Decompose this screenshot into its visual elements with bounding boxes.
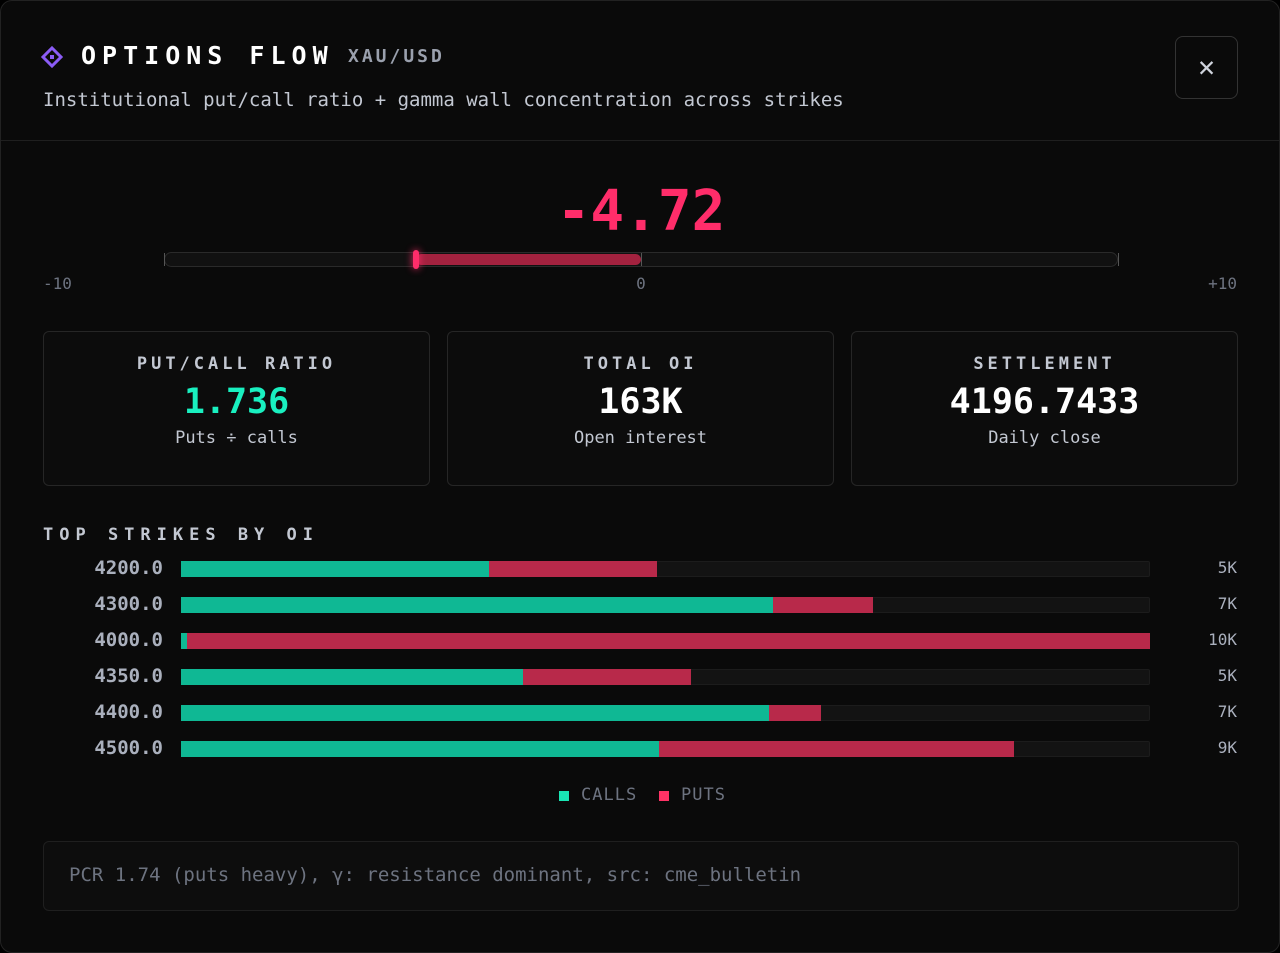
- calls-bar: [181, 669, 524, 685]
- gauge-tick: [1117, 253, 1119, 266]
- puts-bar: [523, 669, 691, 685]
- gauge-value: -4.72: [556, 179, 726, 244]
- puts-bar: [769, 705, 822, 721]
- oi-label: 7K: [1217, 594, 1237, 613]
- stat-value: 1.736: [183, 382, 290, 422]
- legend-label: PUTS: [681, 785, 726, 805]
- stat-caption: Open interest: [573, 428, 708, 448]
- gauge-marker: [412, 250, 419, 269]
- oi-label: 10K: [1208, 630, 1237, 649]
- strike-label: 4350.0: [94, 665, 163, 687]
- oi-label: 7K: [1217, 702, 1237, 721]
- gauge-tick: [640, 253, 642, 266]
- stat-value: 163K: [598, 382, 683, 422]
- stat-label: TOTAL OI: [583, 354, 698, 374]
- strike-label: 4000.0: [94, 629, 163, 651]
- close-button[interactable]: ✕: [1175, 36, 1238, 99]
- strike-label: 4300.0: [94, 593, 163, 615]
- section-title: TOP STRIKES BY OI: [43, 525, 319, 545]
- puts-bar: [773, 597, 873, 613]
- puts-bar: [489, 561, 657, 577]
- strike-label: 4200.0: [94, 557, 163, 579]
- strike-label: 4400.0: [94, 701, 163, 723]
- header: [1, 1, 1279, 141]
- strike-label: 4500.0: [94, 737, 163, 759]
- stat-caption: Puts ÷ calls: [175, 428, 298, 448]
- title: OPTIONS FLOW: [81, 41, 334, 70]
- calls-bar: [181, 705, 770, 721]
- stat-label: PUT/CALL RATIO: [136, 354, 337, 374]
- gauge-tick-label: 0: [636, 274, 646, 293]
- calls-bar: [181, 561, 490, 577]
- legend-swatch: [659, 791, 669, 801]
- gauge-tick-label: -10: [43, 274, 72, 293]
- calls-bar: [181, 597, 774, 613]
- stat-card: SETTLEMENT 4196.7433 Daily close: [851, 331, 1238, 486]
- calls-bar: [181, 741, 659, 757]
- symbol: XAU/USD: [348, 46, 445, 67]
- legend-swatch: [559, 791, 569, 801]
- stat-card: TOTAL OI 163K Open interest: [447, 331, 834, 486]
- diamond-icon: [41, 46, 63, 68]
- oi-label: 9K: [1217, 738, 1237, 757]
- stat-caption: Daily close: [988, 428, 1101, 448]
- legend-label: CALLS: [581, 785, 638, 805]
- oi-label: 5K: [1217, 666, 1237, 685]
- gauge-fill: [415, 254, 641, 265]
- oi-label: 5K: [1217, 558, 1237, 577]
- calls-bar: [181, 633, 187, 649]
- puts-bar: [658, 741, 1015, 757]
- note: PCR 1.74 (puts heavy), γ: resistance dom…: [43, 841, 1239, 911]
- gauge-tick-label: +10: [1208, 274, 1237, 293]
- puts-bar: [186, 633, 1150, 649]
- gauge-tick: [163, 253, 165, 266]
- subtitle: Institutional put/call ratio + gamma wal…: [43, 89, 844, 111]
- stat-value: 4196.7433: [949, 382, 1140, 422]
- stat-card: PUT/CALL RATIO 1.736 Puts ÷ calls: [43, 331, 430, 486]
- stat-label: SETTLEMENT: [973, 354, 1116, 374]
